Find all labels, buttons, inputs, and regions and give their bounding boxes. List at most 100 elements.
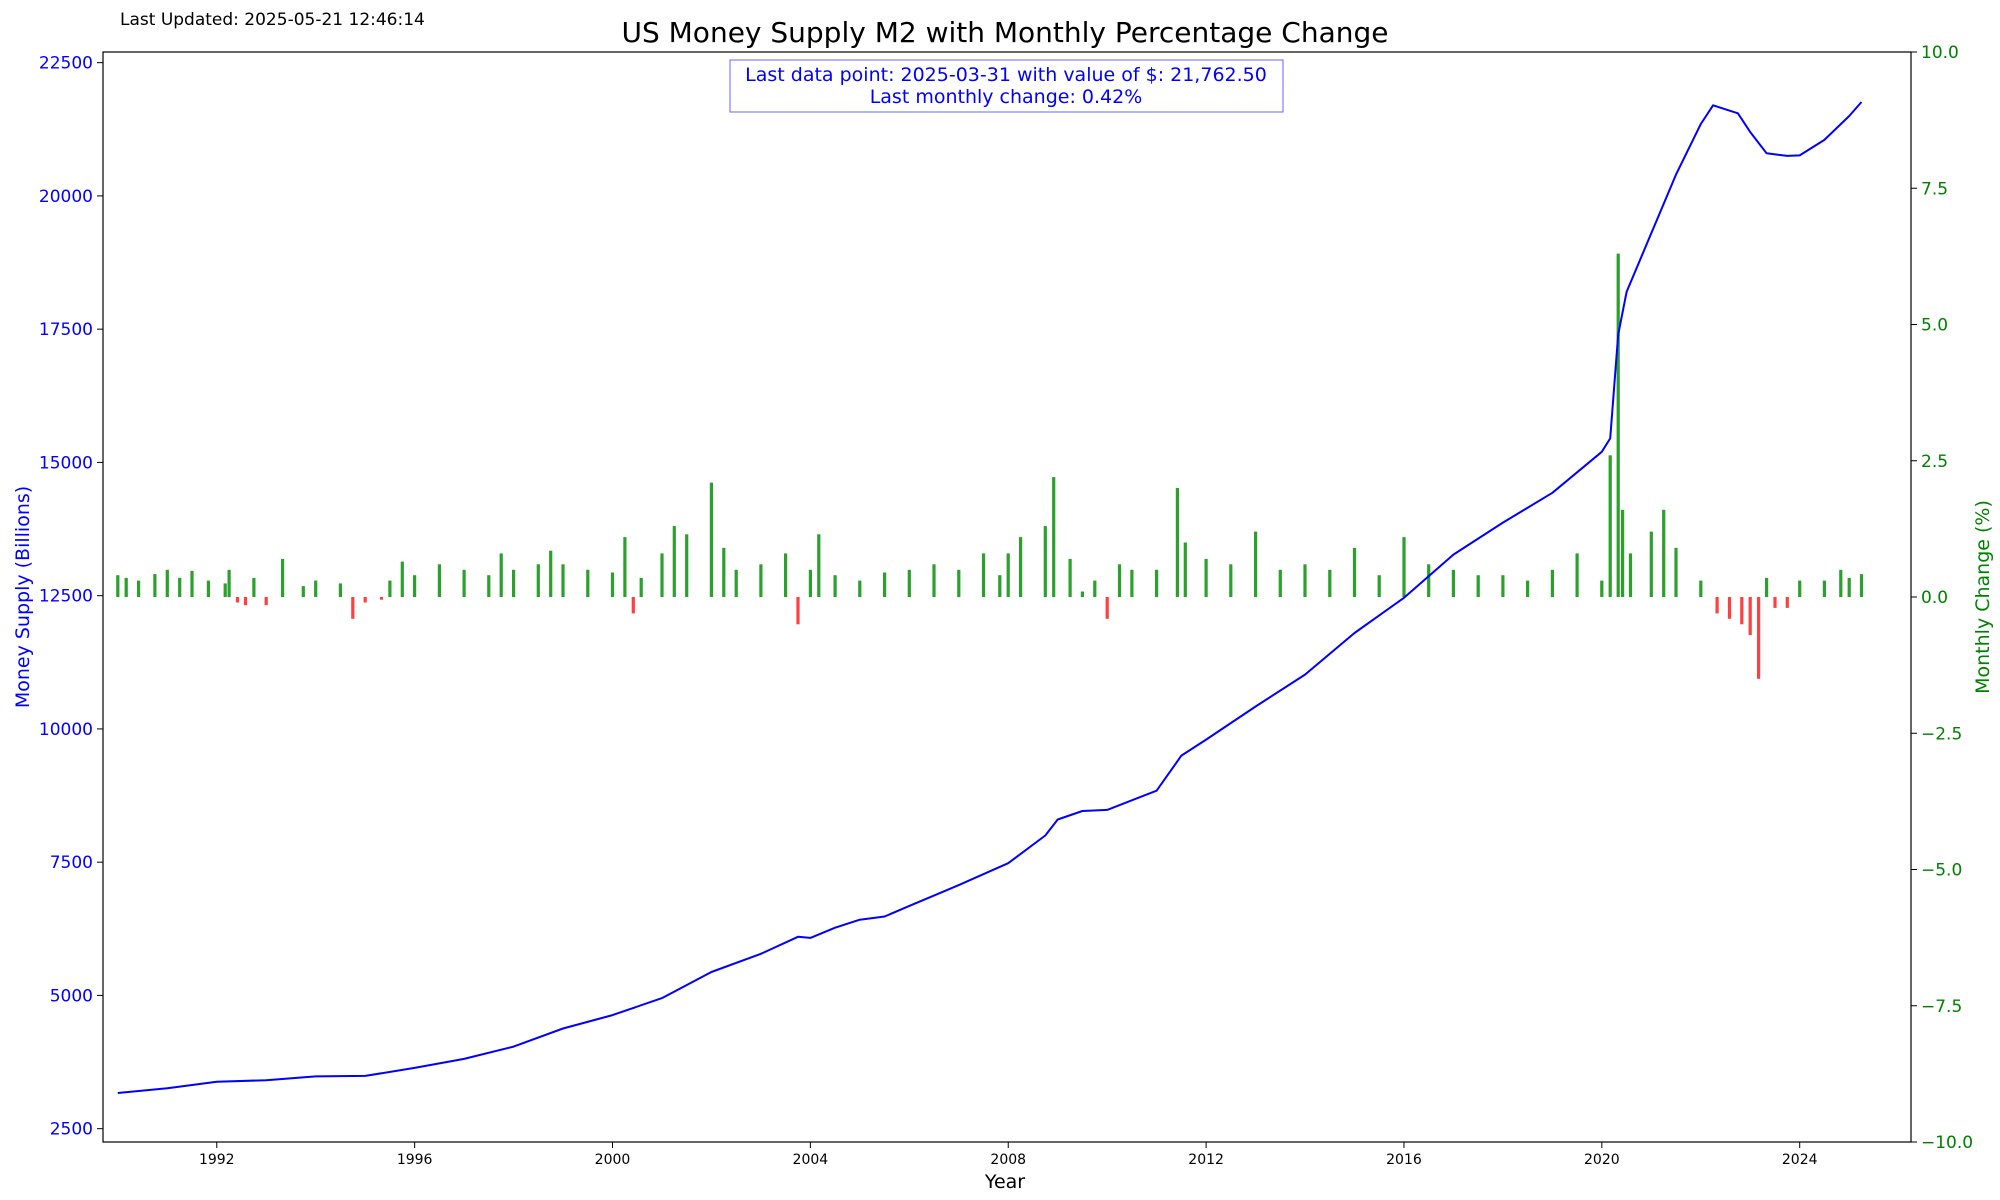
change-bar-13 (264, 597, 268, 606)
change-bar-27 (499, 553, 503, 597)
y2-tick-label-7: 7.5 (1921, 179, 1948, 199)
m2-line-layer (117, 101, 1863, 1094)
change-bar-76 (1377, 575, 1381, 597)
change-bar-48 (833, 575, 837, 597)
y-axis-left: 2500 5000 7500 10000 12500 15000 17500 20000 225… (39, 54, 103, 1140)
change-bar-98 (1757, 597, 1761, 679)
change-bar-41 (722, 547, 726, 597)
change-bar-71 (1254, 531, 1258, 597)
y-tick-label-5: 15000 (39, 453, 93, 473)
change-bar-20 (379, 597, 384, 600)
monthly-change-bars (116, 253, 1864, 679)
change-bar-79 (1451, 569, 1455, 598)
change-bar-3 (153, 574, 157, 597)
change-bar-28 (512, 569, 516, 598)
last-updated-label: Last Updated: 2025-05-21 12:46:14 (120, 10, 425, 30)
change-bar-83 (1550, 569, 1554, 598)
change-bar-43 (759, 564, 763, 597)
change-bar-0 (116, 575, 120, 597)
change-bar-85 (1600, 580, 1604, 597)
change-bar-46 (808, 569, 812, 598)
x-tick-label-4: 2008 (990, 1152, 1026, 1168)
change-bar-34 (623, 537, 627, 597)
y2-tick-label-8: 10.0 (1921, 43, 1959, 63)
change-bar-35 (631, 597, 635, 614)
change-bar-81 (1501, 575, 1505, 597)
y2-tick-label-0: −10.0 (1921, 1133, 1973, 1153)
change-bar-10 (235, 597, 240, 603)
change-bar-24 (437, 564, 441, 597)
change-bar-1 (124, 577, 128, 597)
change-bar-58 (1043, 526, 1047, 597)
change-bar-96 (1740, 597, 1744, 625)
change-bar-64 (1117, 564, 1122, 597)
change-bar-72 (1278, 569, 1282, 598)
y2-tick-label-3: −2.5 (1921, 724, 1962, 744)
change-bar-16 (314, 580, 318, 597)
annotation-box: Last data point: 2025-03-31 with value o… (729, 59, 1284, 113)
change-bar-17 (338, 583, 342, 597)
change-bar-77 (1402, 537, 1406, 597)
y2-tick-label-5: 2.5 (1921, 452, 1948, 472)
change-bar-11 (243, 597, 248, 606)
y-tick-label-3: 10000 (39, 720, 93, 740)
change-bar-62 (1093, 580, 1097, 597)
change-bar-59 (1052, 477, 1056, 597)
x-tick-label-7: 2020 (1584, 1152, 1620, 1168)
change-bar-37 (660, 553, 664, 597)
change-bar-15 (301, 586, 305, 597)
change-bar-18 (351, 597, 355, 619)
change-bar-30 (549, 550, 553, 597)
change-bar-84 (1575, 553, 1579, 597)
change-bar-91 (1662, 509, 1666, 597)
change-bar-67 (1175, 488, 1179, 597)
m2-line (117, 101, 1863, 1094)
x-tick-label-6: 2016 (1386, 1152, 1422, 1168)
change-bar-60 (1068, 558, 1072, 597)
x-tick-label-0: 1992 (199, 1152, 235, 1168)
y-tick-label-2: 7500 (50, 853, 93, 873)
y-tick-label-1: 5000 (50, 986, 93, 1006)
change-bar-51 (907, 569, 911, 598)
change-bar-50 (883, 572, 887, 597)
change-bar-4 (165, 569, 169, 598)
change-bar-87 (1616, 253, 1620, 597)
change-bar-31 (561, 564, 565, 597)
y2-axis-label: Monthly Change (%) (1972, 500, 1994, 694)
change-bar-65 (1130, 569, 1134, 598)
change-bar-63 (1105, 597, 1109, 619)
change-bar-5 (178, 577, 182, 597)
change-bar-2 (137, 580, 141, 597)
change-bar-66 (1155, 569, 1159, 598)
change-bar-75 (1352, 547, 1357, 597)
annotation-line-2: Last monthly change: 0.42% (870, 86, 1143, 108)
y-tick-label-4: 12500 (39, 587, 93, 607)
change-bar-97 (1748, 597, 1752, 636)
change-bar-105 (1847, 577, 1851, 597)
y2-tick-label-6: 5.0 (1921, 316, 1948, 336)
y-axis-right: −10.0 −7.5 −5.0 −2.5 0.0 2.5 5.0 7.5 10.0 (1911, 43, 1973, 1153)
change-bar-100 (1773, 597, 1777, 608)
change-bar-19 (363, 597, 367, 603)
change-bar-55 (998, 575, 1002, 597)
chart-title: US Money Supply M2 with Monthly Percenta… (621, 16, 1388, 49)
change-bar-29 (536, 564, 540, 597)
x-tick-label-3: 2004 (793, 1152, 829, 1168)
change-bar-9 (227, 569, 231, 598)
y-tick-label-6: 17500 (39, 320, 93, 340)
y-axis-label: Money Supply (Billions) (12, 486, 34, 708)
change-bar-49 (858, 580, 862, 597)
change-bar-89 (1628, 553, 1633, 597)
change-bar-99 (1765, 577, 1769, 597)
change-bar-104 (1839, 569, 1843, 598)
change-bar-106 (1859, 574, 1864, 597)
change-bar-54 (981, 553, 986, 597)
change-bar-92 (1674, 547, 1678, 597)
change-bar-14 (281, 558, 285, 597)
x-tick-label-8: 2024 (1782, 1152, 1818, 1168)
change-bar-38 (672, 526, 676, 597)
y2-tick-label-2: −5.0 (1921, 861, 1962, 881)
change-bar-32 (586, 569, 590, 598)
change-bar-68 (1183, 542, 1187, 597)
